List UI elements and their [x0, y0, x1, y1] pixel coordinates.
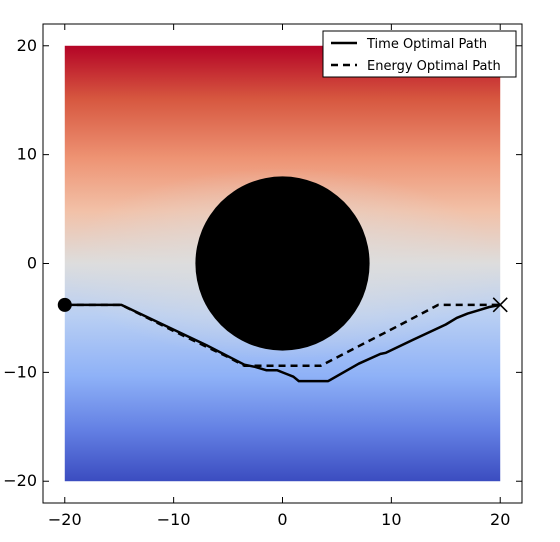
y-tick-label: −10: [3, 362, 37, 381]
x-tick-label: −20: [48, 510, 82, 529]
y-tick-label: 0: [27, 254, 37, 273]
x-tick-label: 20: [490, 510, 510, 529]
obstacle-circle: [195, 176, 369, 350]
legend-label: Energy Optimal Path: [367, 59, 501, 74]
x-tick-label: −10: [157, 510, 191, 529]
x-tick-label: 10: [381, 510, 401, 529]
y-tick-label: 20: [17, 36, 37, 55]
x-tick-label: 0: [277, 510, 287, 529]
legend: Time Optimal Path Energy Optimal Path: [323, 31, 516, 77]
plot-area: [43, 24, 522, 503]
y-tick-label: 10: [17, 145, 37, 164]
legend-label: Time Optimal Path: [366, 37, 487, 52]
start-marker: [58, 298, 72, 312]
y-tick-label: −20: [3, 471, 37, 490]
